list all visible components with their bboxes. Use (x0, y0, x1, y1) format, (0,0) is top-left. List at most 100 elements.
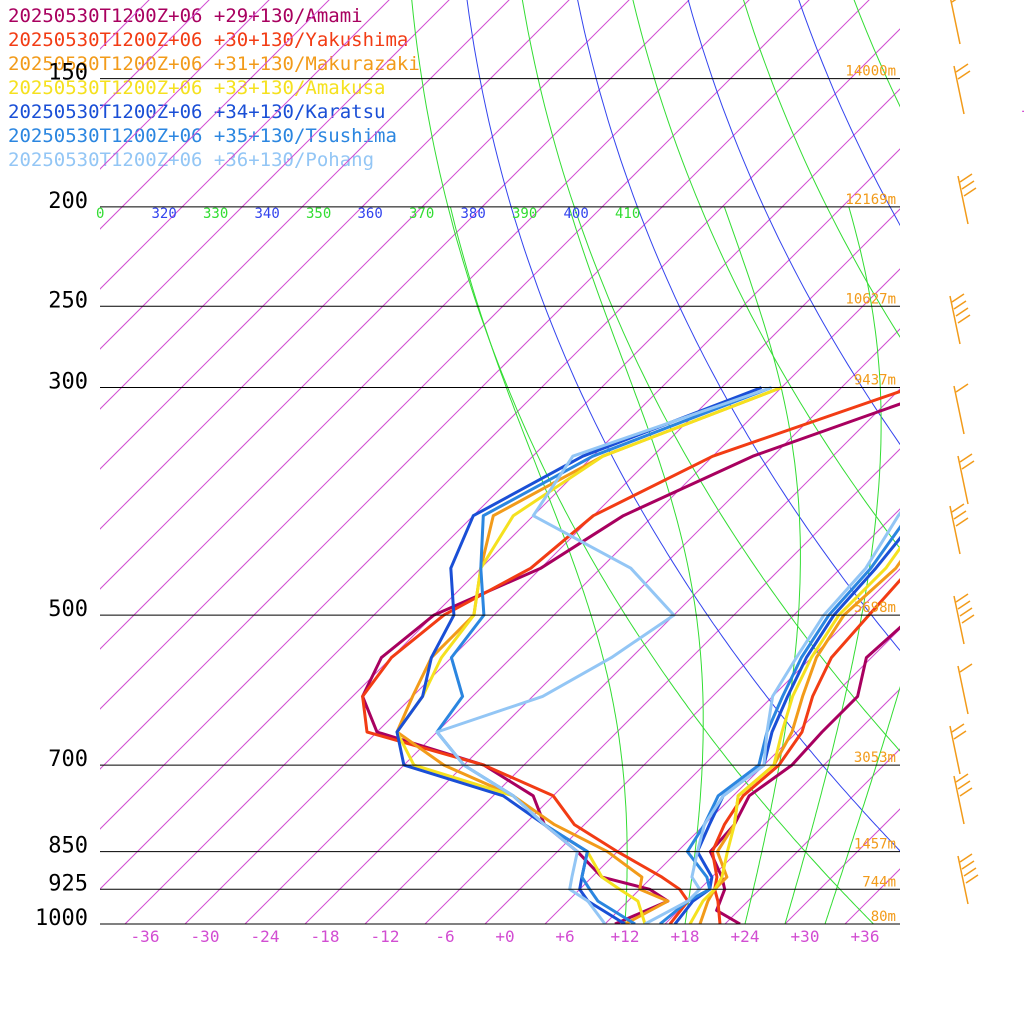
isotherm-line (604, 628, 900, 924)
isotherm-line (100, 0, 690, 590)
isotherm-line (544, 568, 900, 924)
axis-labels: 10016533m15014000m20012169m25010627m3009… (35, 61, 1024, 946)
height-label: 1457m (854, 837, 896, 853)
legend-entry: 20250530T1200Z+06 +31+130/Makurazaki (8, 53, 420, 75)
theta-label: 340 (255, 206, 280, 222)
isotherm-line (100, 0, 450, 350)
sounding-traces (361, 386, 900, 924)
wind-barb (949, 293, 971, 345)
isotherm-line (424, 448, 900, 924)
wind-barb (950, 0, 961, 45)
wind-barb (957, 853, 979, 905)
pressure-tick-label: 850 (48, 834, 88, 859)
temperature-tick-label: +18 (671, 927, 700, 946)
temperature-tick-label: -24 (251, 927, 280, 946)
height-label: 3053m (854, 750, 896, 766)
isotherm-line (0, 0, 419, 924)
isotherm-label: -66 (1019, 101, 1024, 120)
isotherm-line (724, 748, 900, 924)
temperature-trace (708, 625, 900, 924)
wind-barb (957, 173, 977, 225)
temperature-tick-label: -12 (371, 927, 400, 946)
dewpoint-trace (395, 386, 763, 924)
temperature-tick-label: +30 (791, 927, 820, 946)
pressure-tick-label: 300 (48, 370, 88, 395)
wind-barbs (949, 0, 979, 905)
wind-barb (953, 593, 975, 645)
theta-label: 0 (96, 206, 104, 222)
wind-barb (957, 663, 973, 715)
isotherm-line (100, 0, 810, 710)
dry-adiabat-line (411, 0, 875, 924)
temperature-tick-label: +12 (611, 927, 640, 946)
isotherm-line (664, 688, 900, 924)
isobar-lines (100, 78, 900, 925)
dry-adiabat-line (577, 0, 900, 652)
height-label: 5698m (854, 600, 896, 616)
dry-adiabat-line (862, 0, 1024, 946)
height-label: 744m (862, 874, 896, 890)
isotherm-line (784, 808, 900, 924)
theta-label: 330 (203, 206, 228, 222)
isotherm-line (0, 0, 359, 924)
pressure-tick-label: 1000 (35, 906, 88, 931)
moist-adiabat-line (784, 206, 882, 924)
dry-adiabat-line (952, 0, 1024, 946)
legend-entry: 20250530T1200Z+06 +33+130/Amakusa (8, 77, 386, 99)
dewpoint-trace (395, 386, 783, 924)
temperature-trace (659, 524, 900, 924)
legend: 20250530T1200Z+06 +29+130/Amami 20250530T… (8, 4, 420, 172)
pressure-tick-label: 250 (48, 288, 88, 313)
pressure-tick-label: 200 (48, 189, 88, 214)
wind-barb (957, 453, 975, 505)
isotherm-line (100, 0, 210, 110)
temperature-tick-label: +6 (555, 927, 574, 946)
height-label: 9437m (854, 373, 896, 389)
moist-adiabat-line (449, 206, 628, 924)
wind-barb (953, 773, 973, 825)
isotherm-line (100, 0, 870, 770)
theta-label: 360 (358, 206, 383, 222)
height-label: 80m (871, 909, 896, 925)
dry-adiabat-line (853, 0, 900, 108)
isotherm-line (100, 0, 510, 410)
theta-label: 410 (615, 206, 640, 222)
moist-adiabat-line (824, 685, 900, 924)
isotherm-line (100, 0, 630, 530)
isotherm-line (100, 0, 270, 170)
temperature-tick-label: +24 (731, 927, 760, 946)
isotherm-line (304, 328, 900, 924)
dry-adiabat-line (632, 0, 900, 550)
moist-adiabat-line (723, 206, 801, 924)
theta-label: 320 (152, 206, 177, 222)
height-label: 10627m (845, 291, 896, 307)
dry-adiabat-line (818, 0, 1024, 946)
isotherm-line (244, 268, 900, 924)
height-label: 12169m (845, 192, 896, 208)
dewpoint-trace (361, 389, 900, 924)
isotherm-line (100, 0, 570, 470)
wind-barb (949, 723, 967, 775)
dry-adiabat-line (687, 0, 900, 446)
isotherm-line (100, 0, 750, 650)
isotherm-line (844, 868, 900, 924)
pressure-tick-label: 500 (48, 597, 88, 622)
legend-entry: 20250530T1200Z+06 +35+130/Tsushima (8, 125, 397, 147)
pressure-tick-label: 925 (48, 871, 88, 896)
background-grid (0, 0, 1024, 946)
isotherm-line (100, 88, 900, 890)
wind-barb (953, 383, 969, 435)
legend-entry: 20250530T1200Z+06 +29+130/Amami (8, 5, 363, 27)
theta-label: 390 (512, 206, 537, 222)
wind-barb (953, 63, 971, 115)
isotherm-line (100, 0, 330, 230)
theta-label: 370 (409, 206, 434, 222)
temperature-tick-label: +0 (495, 927, 514, 946)
dry-adiabat-line (521, 0, 900, 752)
dewpoint-trace (395, 386, 783, 924)
temperature-tick-label: -18 (311, 927, 340, 946)
temperature-tick-label: -30 (191, 927, 220, 946)
pressure-tick-label: 150 (48, 61, 88, 86)
dry-adiabat-line (743, 0, 900, 338)
